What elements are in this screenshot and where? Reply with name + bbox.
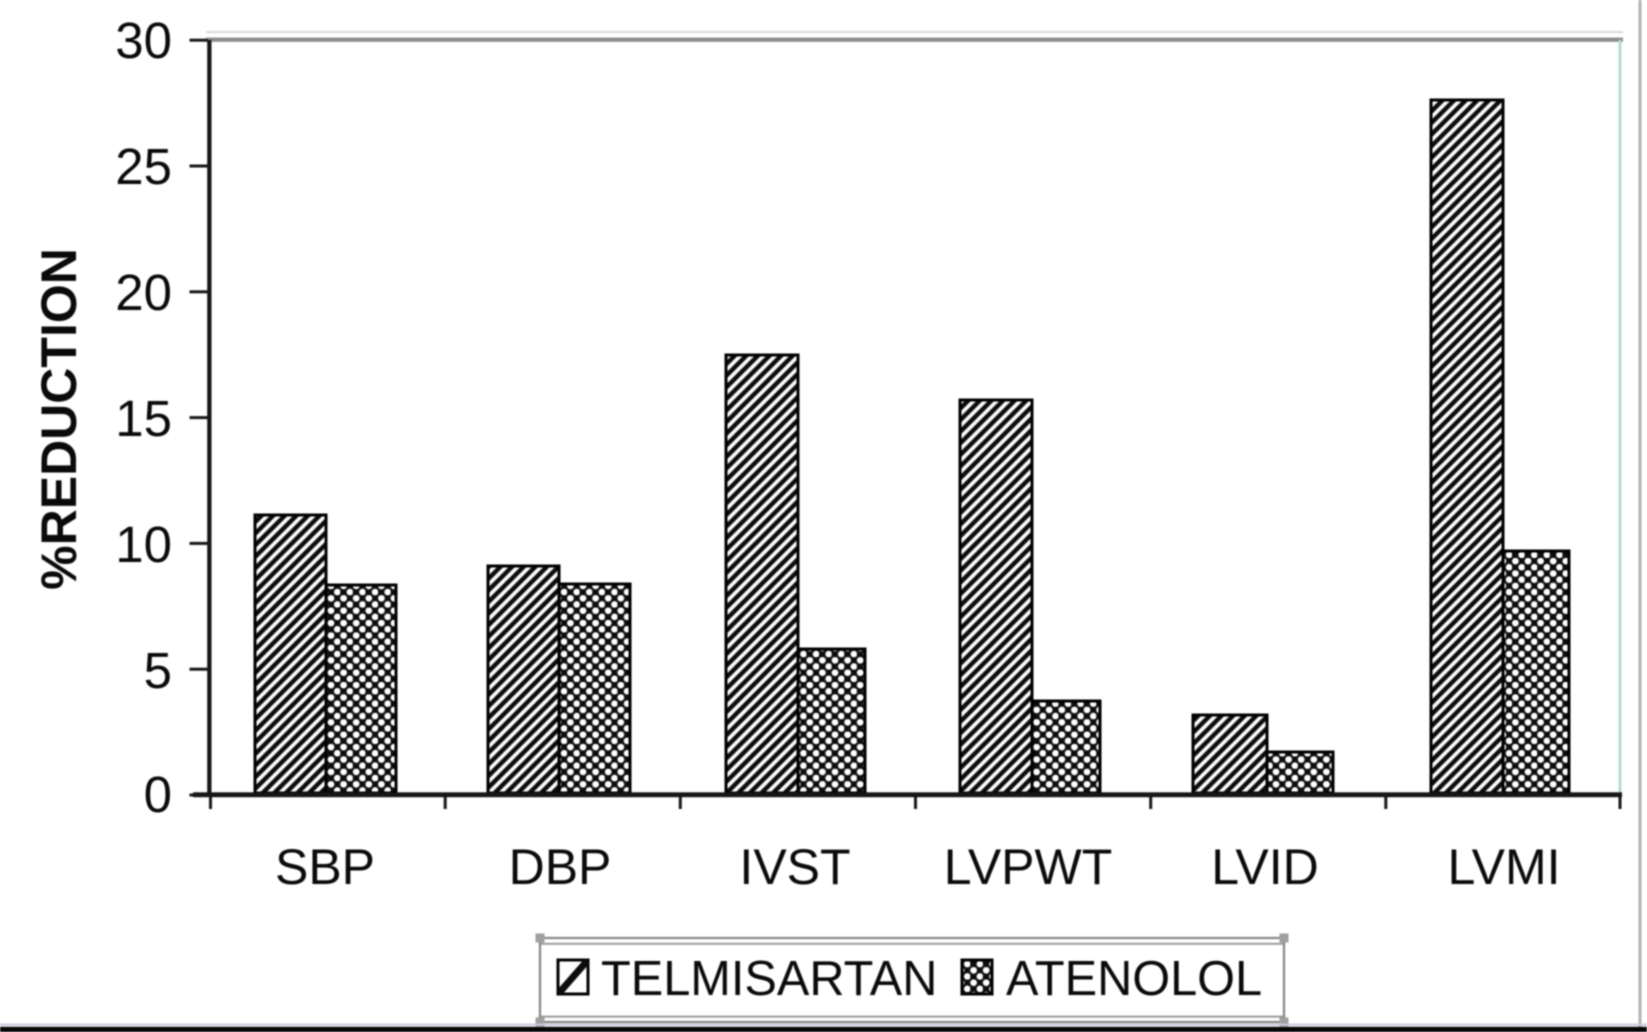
svg-text:15: 15 xyxy=(115,390,172,447)
svg-text:SBP: SBP xyxy=(275,839,375,895)
svg-text:DBP: DBP xyxy=(509,839,612,895)
svg-text:LVMI: LVMI xyxy=(1448,839,1561,895)
svg-text:LVID: LVID xyxy=(1211,839,1318,895)
svg-text:25: 25 xyxy=(115,138,172,195)
svg-text:%REDUCTION: %REDUCTION xyxy=(31,248,87,590)
svg-text:10: 10 xyxy=(115,516,172,573)
svg-text:20: 20 xyxy=(115,264,172,321)
svg-text:ATENOLOL: ATENOLOL xyxy=(1006,952,1262,1006)
svg-text:IVST: IVST xyxy=(739,839,850,895)
svg-text:30: 30 xyxy=(115,12,172,69)
svg-text:TELMISARTAN: TELMISARTAN xyxy=(601,952,937,1006)
svg-text:5: 5 xyxy=(144,642,172,699)
svg-text:LVPWT: LVPWT xyxy=(944,839,1113,895)
svg-text:0: 0 xyxy=(144,766,172,823)
